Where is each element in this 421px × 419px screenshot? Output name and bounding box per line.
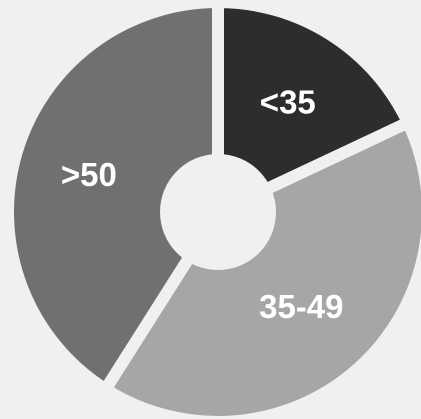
slice-label-2: 35-49 — [259, 288, 343, 325]
labels-group: <35 35-49 >50 — [61, 84, 344, 325]
outer-edge — [6, 0, 421, 419]
slice-label-1: <35 — [260, 84, 316, 121]
donut-hole — [160, 154, 276, 270]
slice-label-3: >50 — [61, 156, 117, 193]
